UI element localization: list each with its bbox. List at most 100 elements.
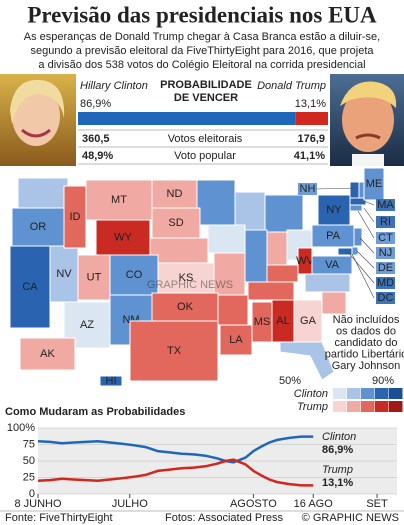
state — [317, 194, 351, 226]
line-series — [37, 458, 314, 487]
legend-high: 90% — [372, 375, 394, 387]
state-label: AL — [276, 315, 289, 327]
state-label: MT — [111, 194, 127, 206]
popular-vote: 48,9% — [82, 150, 113, 162]
callout-swatch — [376, 247, 395, 259]
legend-swatch — [375, 401, 389, 412]
callout-line — [356, 250, 375, 269]
state-label: TX — [167, 345, 182, 357]
state-label: AK — [40, 348, 55, 360]
state — [363, 167, 385, 201]
probability-label: 86,9% — [80, 98, 111, 110]
legend-low: 50% — [279, 375, 301, 387]
state — [77, 254, 111, 301]
callout-label: MD — [377, 277, 394, 289]
legend-swatch — [389, 401, 403, 412]
state — [311, 255, 353, 275]
callout-line — [363, 200, 375, 206]
state-label: LA — [229, 334, 243, 346]
callout-line — [363, 207, 375, 223]
state-label: HI — [106, 375, 117, 387]
footer-credit: © GRAPHIC NEWS — [302, 512, 399, 524]
state — [157, 262, 215, 294]
watermark: GRAPHIC NEWS — [147, 279, 233, 291]
state-label: KS — [179, 272, 194, 284]
note-line: partido Libertário — [325, 348, 404, 360]
state-label: ME — [366, 178, 383, 190]
chart: 0 25 50 75 100% 8 JUNHO JULHO AGOSTO 16 AGO SET Cl… — [7, 422, 397, 510]
state-label: GA — [300, 315, 317, 327]
intro-line: segundo a previsão eleitoral da FiveThir… — [30, 45, 374, 57]
probability-segment — [295, 112, 328, 125]
line-series — [37, 435, 314, 464]
legend: 50% 90% Clinton Trump — [279, 375, 403, 413]
state-label: WV — [296, 255, 314, 267]
callout-label: MA — [377, 199, 394, 211]
x-tick-label: JULHO — [112, 498, 149, 510]
popular-vote: 41,1% — [294, 150, 325, 162]
state — [99, 375, 123, 387]
state — [129, 320, 219, 382]
probability-heading: PROBABILIDADE — [160, 79, 252, 91]
state-label: PA — [326, 230, 341, 242]
y-tick-label: 50 — [23, 455, 35, 467]
state-label: UT — [87, 271, 102, 283]
state-label: ID — [70, 211, 81, 223]
state-label: MS — [254, 316, 271, 328]
electoral-votes: 176,9 — [297, 133, 325, 145]
row-label: Voto popular — [174, 150, 236, 162]
callout-label: NH — [300, 183, 316, 195]
state-label: SD — [168, 217, 183, 229]
note-line: Gary Johnson — [332, 360, 400, 372]
title: Previsão das presidenciais nos EUA — [27, 2, 377, 27]
callout-swatch — [376, 199, 395, 211]
callout-label: RI — [380, 216, 391, 228]
y-tick-label: 0 — [29, 488, 35, 500]
candidate-name: Hillary Clinton — [80, 80, 148, 92]
y-tick-label: 75 — [23, 438, 35, 450]
state — [19, 337, 76, 371]
callout-swatch — [376, 277, 395, 289]
state — [9, 245, 51, 329]
intro: As esperanças de Donald Trump chegar à C… — [24, 31, 380, 71]
state-label: NY — [326, 204, 342, 216]
state — [11, 207, 65, 247]
callout-swatch — [298, 183, 317, 195]
legend-swatch — [389, 388, 403, 399]
map-background — [17, 177, 367, 381]
state — [151, 207, 201, 239]
x-tick-label: AGOSTO — [230, 498, 277, 510]
legend-label: Trump — [297, 401, 328, 413]
state — [293, 299, 323, 343]
footer-photos: Fotos: Associated Press — [165, 512, 283, 524]
intro-line: a divisão dos 538 votos do Colégio Eleit… — [38, 59, 365, 71]
note-line: candidato do — [335, 337, 398, 349]
x-tick-label: SET — [366, 498, 388, 510]
candidate-name: Donald Trump — [257, 80, 326, 92]
state-label: VA — [325, 259, 340, 271]
callout-line — [315, 187, 357, 190]
state-label: NV — [56, 268, 72, 280]
photo-clinton — [0, 74, 76, 166]
legend-swatch — [347, 401, 361, 412]
callout-label: DC — [378, 292, 394, 304]
callout-label: DE — [378, 262, 393, 274]
value-label: 86,9% — [322, 444, 353, 456]
state-label: ND — [167, 188, 183, 200]
photo-trump — [330, 74, 404, 166]
callout-swatch — [376, 262, 395, 274]
state-label: WY — [114, 231, 132, 243]
callout-line — [357, 210, 375, 239]
callout-line — [347, 251, 375, 284]
callout-swatch — [376, 292, 395, 304]
callout-swatch — [376, 232, 395, 244]
chart-title: Como Mudaram as Probabilidades — [5, 406, 185, 418]
series-label: Trump — [322, 464, 353, 476]
footer-source: Fonte: FiveThirtyEight — [5, 512, 113, 524]
callout-label: CT — [378, 232, 393, 244]
probability-bar — [78, 112, 328, 125]
x-tick-label: 8 JUNHO — [14, 498, 62, 510]
legend-swatch — [375, 388, 389, 399]
